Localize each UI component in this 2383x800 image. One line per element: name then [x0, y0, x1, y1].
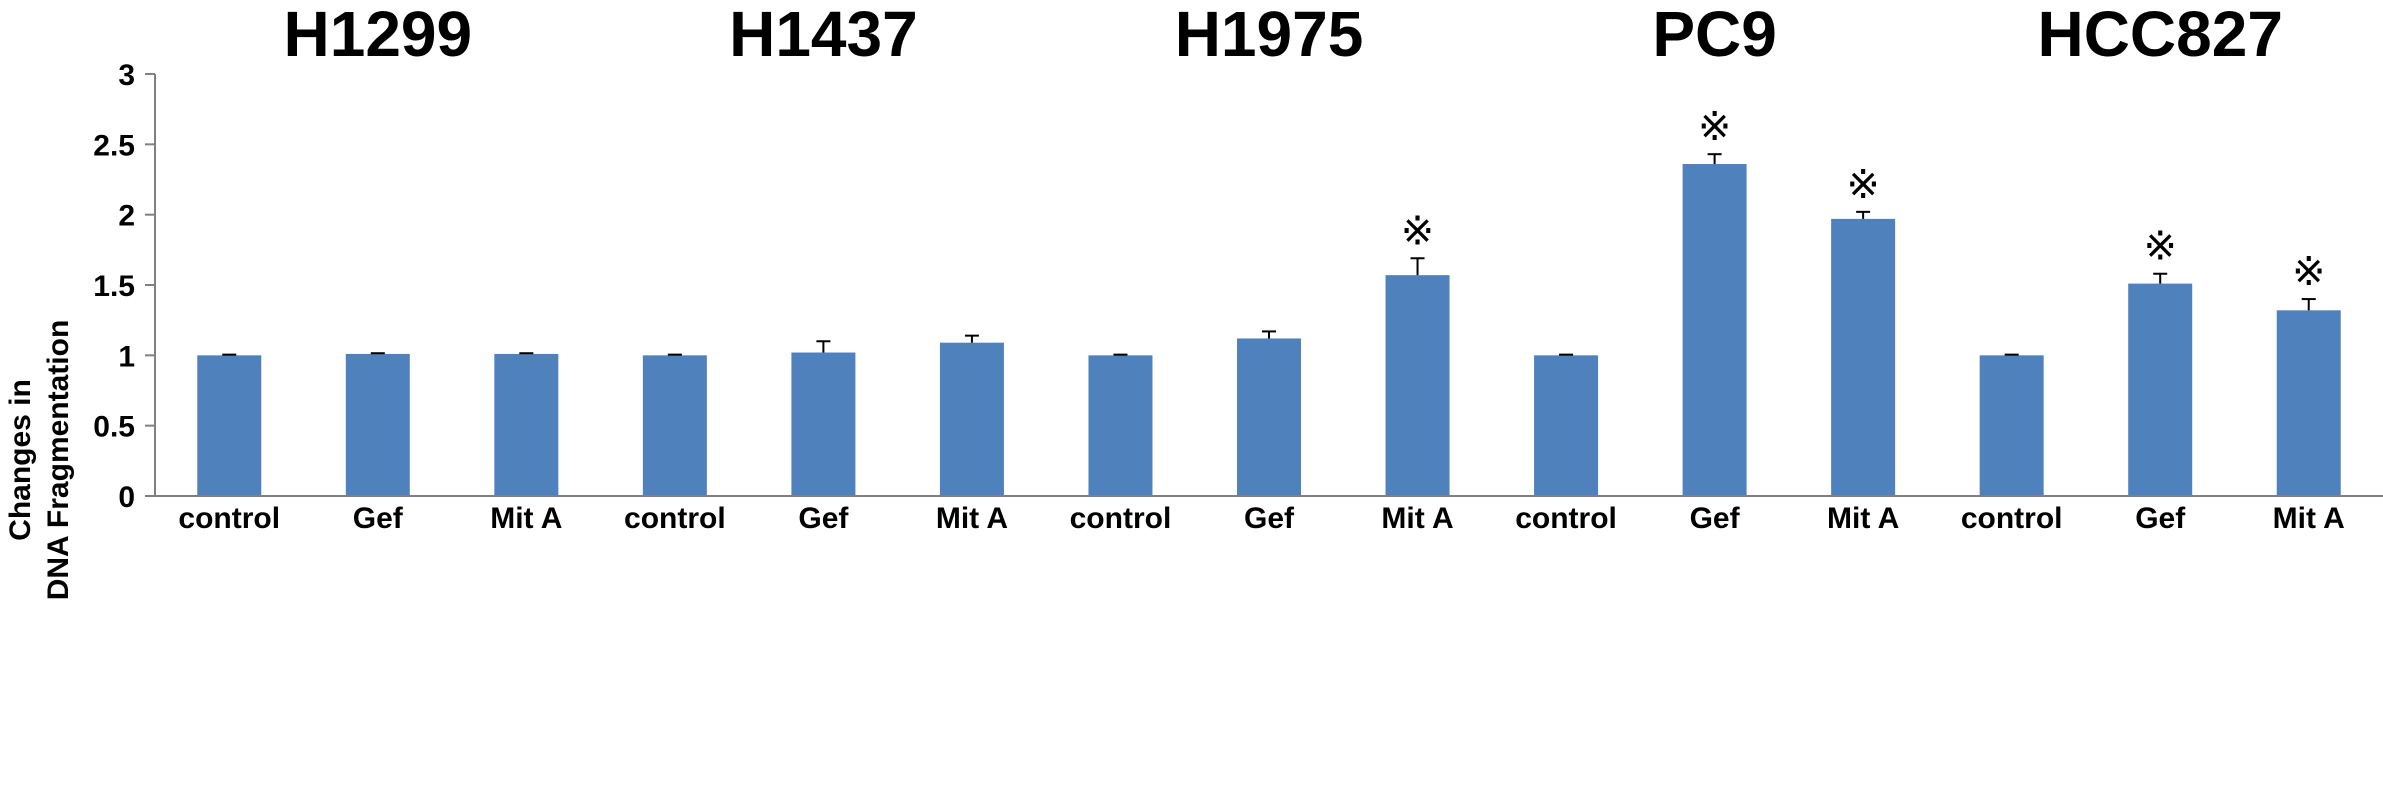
y-axis-title: Changes in DNA Fragmentation: [4, 320, 75, 601]
x-tick-label: Gef: [1690, 502, 1741, 535]
bar: [2128, 283, 2193, 496]
x-tick-label: control: [1515, 502, 1617, 535]
bar: [1979, 355, 2044, 496]
x-tick-label: control: [1070, 502, 1172, 535]
group-title: H1975: [1175, 0, 1364, 70]
group-title: PC9: [1652, 0, 1777, 70]
bar: [345, 353, 410, 496]
x-tick-label: Gef: [353, 502, 404, 535]
x-tick-label: Mit A: [1827, 502, 1899, 535]
significance-marker: ※: [2143, 224, 2177, 270]
y-tick-label: 2: [118, 200, 135, 233]
x-tick-label: control: [178, 502, 280, 535]
significance-marker: ※: [1401, 208, 1435, 254]
x-tick-label: Gef: [798, 502, 849, 535]
bar: [1534, 355, 1599, 496]
bar: [1831, 218, 1896, 497]
significance-marker: ※: [1846, 162, 1880, 208]
bar: [1088, 355, 1153, 496]
x-tick-label: Gef: [1244, 502, 1295, 535]
y-tick-label: 1: [118, 340, 135, 373]
x-axis: control Gef Mit A control Gef Mit A control Gef…: [155, 495, 2383, 535]
bar: [1682, 164, 1747, 496]
group-titles: H1299 H1437 H1975 PC9 HCC827: [284, 0, 2283, 70]
group-title: H1437: [729, 0, 918, 70]
x-tick-label: control: [624, 502, 726, 535]
bar: [2276, 310, 2341, 496]
group-title: H1299: [284, 0, 473, 70]
group-title: HCC827: [2037, 0, 2282, 70]
y-axis-title-line1: Changes in: [4, 379, 37, 541]
x-tick-label: Gef: [2135, 502, 2186, 535]
significance-marker: ※: [2292, 249, 2326, 295]
bar: [494, 353, 559, 496]
y-axis-title-line2: DNA Fragmentation: [42, 320, 75, 601]
bar: [791, 352, 856, 496]
y-tick-label: 3: [118, 59, 135, 92]
significance-marker: ※: [1698, 104, 1732, 150]
bar: [1385, 275, 1450, 496]
x-tick-label: Mit A: [490, 502, 562, 535]
x-tick-label: Mit A: [936, 502, 1008, 535]
x-tick-label: control: [1961, 502, 2063, 535]
y-axis: 0 0.5 1 1.5 2 2.5 3: [93, 59, 156, 514]
bar: [1237, 338, 1301, 496]
bar: [197, 355, 262, 496]
y-tick-label: 2.5: [93, 129, 135, 162]
y-tick-label: 1.5: [93, 270, 135, 303]
bar: [642, 355, 707, 496]
x-tick-label: Mit A: [1381, 502, 1453, 535]
x-tick-label: Mit A: [2273, 502, 2345, 535]
y-tick-label: 0: [118, 481, 135, 514]
bars: ※ ※ ※ ※ ※: [197, 104, 2341, 497]
y-tick-label: 0.5: [93, 411, 135, 444]
bar: [939, 342, 1004, 496]
